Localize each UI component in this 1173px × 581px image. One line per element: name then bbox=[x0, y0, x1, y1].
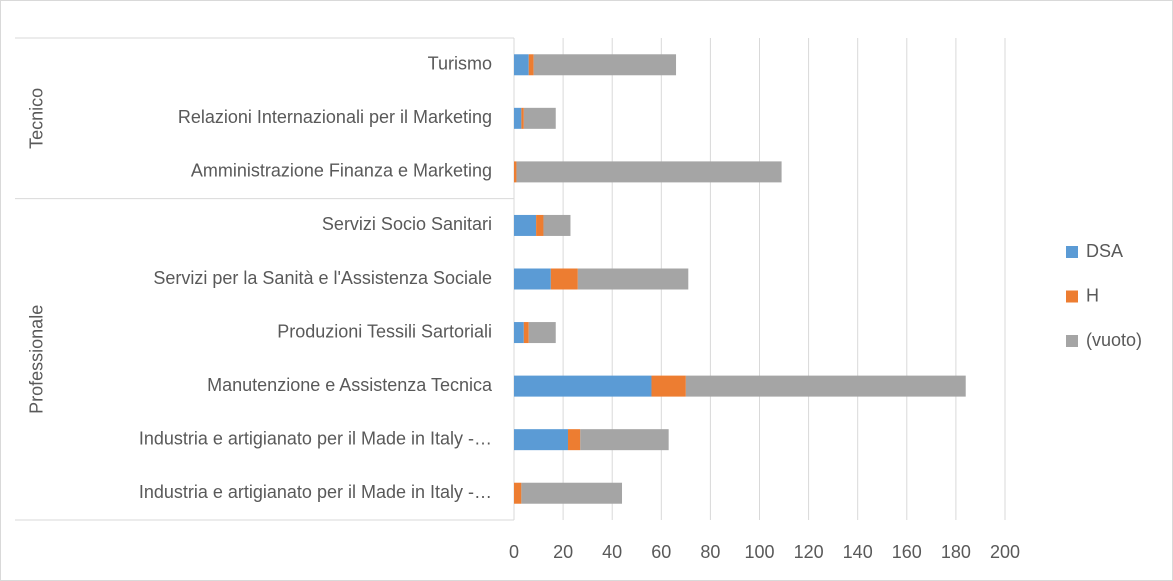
y-tick-label: Servizi per la Sanità e l'Assistenza Soc… bbox=[153, 268, 492, 288]
x-tick-label: 120 bbox=[794, 542, 824, 562]
bar-segment bbox=[528, 322, 556, 344]
y-tick-label: Servizi Socio Sanitari bbox=[322, 214, 492, 234]
bar-segment bbox=[521, 107, 524, 129]
bar-segment bbox=[514, 107, 522, 129]
x-tick-label: 0 bbox=[509, 542, 519, 562]
legend-label: DSA bbox=[1086, 241, 1123, 261]
y-tick-label: Manutenzione e Assistenza Tecnica bbox=[207, 375, 493, 395]
group-label: Tecnico bbox=[27, 88, 47, 149]
bar-segment bbox=[514, 429, 569, 451]
x-tick-label: 60 bbox=[651, 542, 671, 562]
group-label: Professionale bbox=[27, 305, 47, 414]
bar-segment bbox=[550, 268, 578, 290]
legend-swatch bbox=[1066, 290, 1078, 303]
bar-segment bbox=[514, 214, 537, 236]
bar-segment bbox=[521, 482, 623, 504]
y-tick-label: Industria e artigianato per il Made in I… bbox=[139, 428, 492, 448]
bar-segment bbox=[528, 54, 534, 76]
legend-swatch bbox=[1066, 335, 1078, 347]
bar-segment bbox=[514, 322, 524, 344]
bar-segment bbox=[536, 214, 544, 236]
x-tick-label: 100 bbox=[744, 542, 774, 562]
bar-segment bbox=[514, 268, 551, 290]
x-tick-label: 180 bbox=[941, 542, 971, 562]
legend-label: H bbox=[1086, 285, 1099, 305]
x-tick-label: 200 bbox=[990, 542, 1020, 562]
bar-segment bbox=[523, 107, 556, 129]
legend-swatch bbox=[1066, 246, 1078, 258]
bar-segment bbox=[514, 482, 522, 504]
x-tick-label: 20 bbox=[553, 542, 573, 562]
y-tick-label: Amministrazione Finanza e Marketing bbox=[191, 161, 492, 181]
x-tick-label: 80 bbox=[700, 542, 720, 562]
y-tick-label: Produzioni Tessili Sartoriali bbox=[277, 321, 492, 341]
bar-segment bbox=[514, 54, 529, 76]
bar-segment bbox=[533, 54, 677, 76]
bar-segment bbox=[514, 375, 652, 397]
bar-segment bbox=[514, 161, 517, 183]
y-tick-label: Industria e artigianato per il Made in I… bbox=[139, 482, 492, 502]
bar-segment bbox=[651, 375, 686, 397]
bar-segment bbox=[577, 268, 689, 290]
y-tick-label: Relazioni Internazionali per il Marketin… bbox=[178, 107, 492, 127]
bar-segment bbox=[523, 322, 529, 344]
bar-segment bbox=[685, 375, 966, 397]
x-tick-label: 40 bbox=[602, 542, 622, 562]
bar-segment bbox=[568, 429, 581, 451]
bar-segment bbox=[580, 429, 669, 451]
y-tick-label: Turismo bbox=[428, 54, 492, 74]
bar-segment bbox=[516, 161, 782, 183]
x-tick-label: 140 bbox=[843, 542, 873, 562]
x-tick-label: 160 bbox=[892, 542, 922, 562]
legend-label: (vuoto) bbox=[1086, 330, 1142, 350]
bar-segment bbox=[543, 214, 571, 236]
